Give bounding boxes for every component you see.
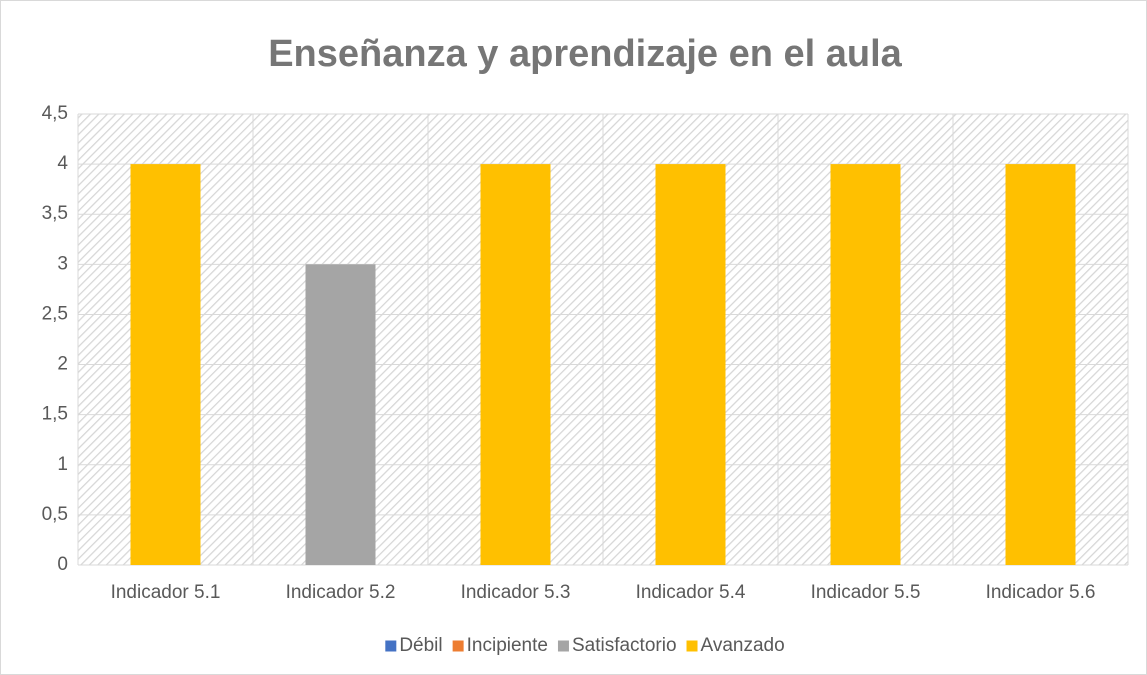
legend-swatch xyxy=(557,640,569,652)
bar xyxy=(305,264,376,565)
x-tick-label: Indicador 5.3 xyxy=(461,582,571,603)
y-tick-label: 0 xyxy=(57,554,68,575)
y-tick-label: 4 xyxy=(57,153,68,174)
y-tick-label: 1 xyxy=(57,454,68,475)
legend-label: Incipiente xyxy=(467,635,548,656)
y-tick-label: 4,5 xyxy=(42,103,68,124)
y-tick-label: 1,5 xyxy=(42,404,68,425)
legend-label: Débil xyxy=(399,635,442,656)
bar xyxy=(130,164,201,565)
legend-swatch xyxy=(686,640,698,652)
legend-swatch xyxy=(452,640,464,652)
legend-swatch xyxy=(385,640,397,652)
x-tick-label: Indicador 5.5 xyxy=(811,582,921,603)
x-tick-label: Indicador 5.4 xyxy=(636,582,746,603)
y-tick-label: 2 xyxy=(57,354,68,375)
chart-title: Enseñanza y aprendizaje en el aula xyxy=(268,33,902,75)
x-tick-label: Indicador 5.2 xyxy=(286,582,396,603)
legend-label: Avanzado xyxy=(701,635,785,656)
bar xyxy=(1005,164,1076,565)
y-tick-label: 3 xyxy=(57,253,68,274)
y-tick-label: 3,5 xyxy=(42,203,68,224)
y-tick-label: 2,5 xyxy=(42,303,68,324)
bar xyxy=(480,164,551,565)
x-tick-label: Indicador 5.1 xyxy=(111,582,221,603)
y-tick-label: 0,5 xyxy=(42,504,68,525)
x-tick-label: Indicador 5.6 xyxy=(986,582,1096,603)
legend-label: Satisfactorio xyxy=(572,635,677,656)
bar xyxy=(655,164,726,565)
bar xyxy=(830,164,901,565)
